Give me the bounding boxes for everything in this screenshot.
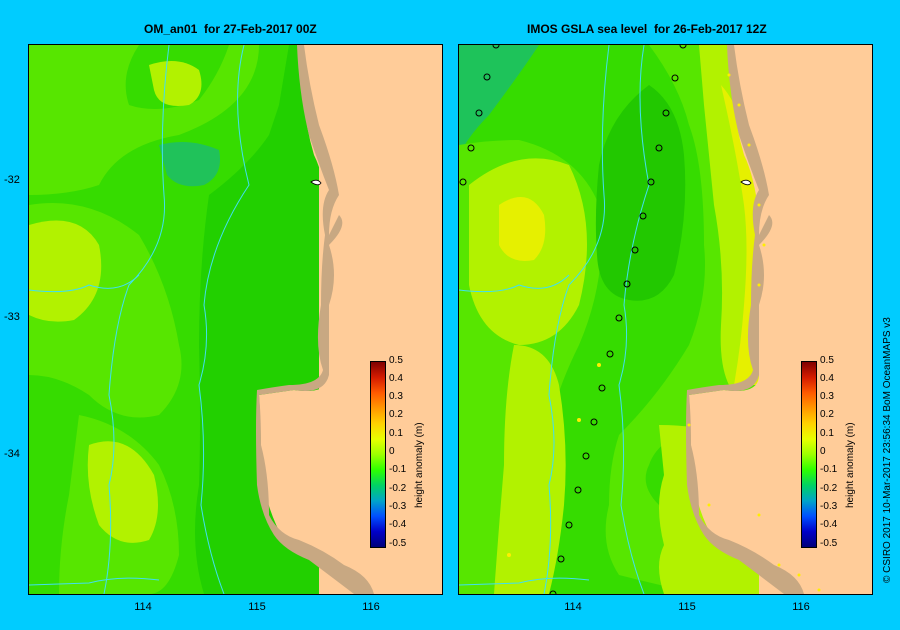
colorbar-label: -0.4 xyxy=(820,519,838,530)
y-tick-label: -33 xyxy=(4,311,20,323)
colorbar-title: height anomaly (m) xyxy=(414,422,425,508)
left-map-panel xyxy=(28,44,443,595)
colorbar-label: 0.4 xyxy=(820,373,834,384)
colorbar-label: 0.5 xyxy=(820,355,834,366)
colorbar-label: 0 xyxy=(389,446,395,457)
y-tick-label: -34 xyxy=(4,448,20,460)
x-tick-label: 114 xyxy=(564,601,582,613)
colorbar-label: 0.3 xyxy=(820,391,834,402)
colorbar xyxy=(370,361,386,548)
y-tick-label: -32 xyxy=(4,174,20,186)
colorbar-title: height anomaly (m) xyxy=(845,422,856,508)
right-map-title: IMOS GSLA sea level for 26-Feb-2017 12Z xyxy=(527,22,767,36)
colorbar-label: -0.2 xyxy=(389,483,407,494)
colorbar xyxy=(801,361,817,548)
x-tick-label: 116 xyxy=(362,601,380,613)
x-tick-label: 116 xyxy=(792,601,810,613)
colorbar-label: 0.2 xyxy=(820,409,834,420)
colorbar-label: -0.3 xyxy=(389,501,407,512)
colorbar-label: -0.5 xyxy=(820,538,838,549)
x-tick-label: 115 xyxy=(248,601,266,613)
colorbar-label: 0.3 xyxy=(389,391,403,402)
colorbar-label: 0.4 xyxy=(389,373,403,384)
colorbar-label: 0.5 xyxy=(389,355,403,366)
left-map-title: OM_an01 for 27-Feb-2017 00Z xyxy=(144,22,317,36)
colorbar-label: 0.2 xyxy=(389,409,403,420)
colorbar-label: -0.4 xyxy=(389,519,407,530)
credit-text: © CSIRO 2017 10-Mar-2017 23:56:34 BoM Oc… xyxy=(882,317,893,583)
colorbar-label: -0.1 xyxy=(820,464,838,475)
colorbar-label: -0.3 xyxy=(820,501,838,512)
x-tick-label: 115 xyxy=(678,601,696,613)
colorbar-label: 0 xyxy=(820,446,826,457)
colorbar-label: -0.1 xyxy=(389,464,407,475)
colorbar-label: 0.1 xyxy=(820,428,834,439)
x-tick-label: 114 xyxy=(134,601,152,613)
colorbar-label: 0.1 xyxy=(389,428,403,439)
colorbar-label: -0.5 xyxy=(389,538,407,549)
colorbar-label: -0.2 xyxy=(820,483,838,494)
